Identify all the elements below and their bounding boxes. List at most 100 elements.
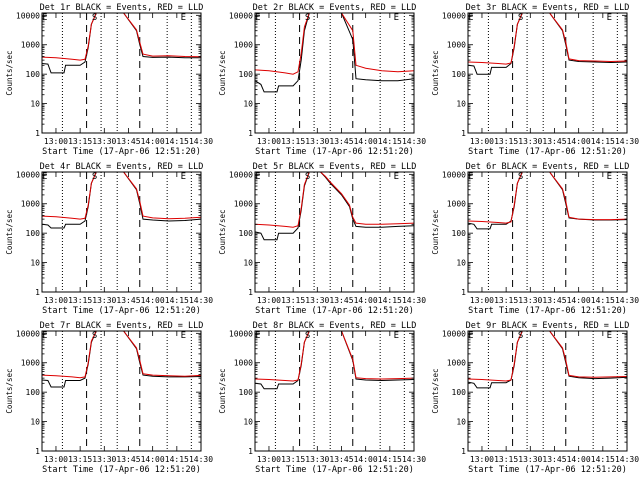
marker-label: S: [92, 13, 97, 23]
series-line-events: [42, 331, 201, 388]
marker-label: E: [181, 13, 186, 23]
y-axis-label: Counts/sec: [218, 209, 227, 254]
y-axis-label: Counts/sec: [5, 368, 14, 413]
series-line-lld: [255, 172, 414, 228]
x-tick-label: 13:15: [281, 455, 305, 464]
marker-label: S: [305, 331, 310, 341]
marker-label: E: [42, 331, 47, 341]
x-tick-label: 14:00: [567, 296, 591, 305]
series-line-lld: [468, 172, 627, 224]
x-tick-label: 14:00: [354, 455, 378, 464]
x-tick-label: 13:00: [44, 137, 68, 146]
panel-title-detector: Det 8r: [253, 321, 284, 331]
panel-title-legend: BLACK = Events, RED = LLD: [501, 3, 629, 13]
x-tick-label: 13:00: [257, 455, 281, 464]
x-axis-label: Start Time (17-Apr-06 12:51:20): [42, 306, 201, 316]
x-tick-label: 14:15: [591, 137, 615, 146]
x-tick-label: 13:30: [305, 455, 329, 464]
panel-det-1r: 1 10 100 1000 10000 13:00 13:15 13:30 13:45 14:00…: [5, 3, 213, 157]
marker-label: E: [394, 172, 399, 182]
x-axis-label: Start Time (17-Apr-06 12:51:20): [468, 306, 627, 316]
plot-frame: [41, 171, 202, 293]
y-tick-label: 100: [239, 229, 254, 238]
series-line-events: [42, 172, 201, 229]
panel-title: Det 5r BLACK = Events, RED = LLD: [253, 162, 417, 172]
x-tick-label: 14:00: [567, 455, 591, 464]
x-tick-label: 13:00: [470, 296, 494, 305]
y-tick-label: 10000: [16, 11, 40, 20]
y-tick-label: 1000: [447, 41, 466, 50]
y-tick-label: 10: [243, 259, 253, 268]
x-tick-label: 14:15: [591, 455, 615, 464]
panel-title-legend: BLACK = Events, RED = LLD: [288, 321, 416, 331]
panel-det-7r: 1 10 100 1000 10000 13:00 13:15 13:30 13:45 14:00…: [5, 321, 213, 475]
series-line-lld: [255, 331, 414, 382]
y-axis-label: Counts/sec: [218, 368, 227, 413]
y-axis-label: Counts/sec: [218, 50, 227, 95]
x-tick-label: 13:45: [542, 455, 566, 464]
y-tick-label: 100: [26, 388, 41, 397]
panel-det-4r: 1 10 100 1000 10000 13:00 13:15 13:30 13:45 14:00…: [5, 162, 213, 316]
plot-frame: [41, 330, 202, 452]
y-tick-label: 10000: [229, 11, 253, 20]
x-axis-label: Start Time (17-Apr-06 12:51:20): [42, 465, 201, 475]
y-tick-label: 1000: [234, 359, 253, 368]
marker-label: E: [607, 13, 612, 23]
x-tick-label: 13:00: [470, 455, 494, 464]
x-axis-label: Start Time (17-Apr-06 12:51:20): [468, 147, 627, 157]
panel-det-2r: 1 10 100 1000 10000 13:00 13:15 13:30 13:45 14:00…: [218, 3, 426, 157]
x-tick-label: 13:15: [68, 137, 92, 146]
x-tick-label: 14:00: [141, 137, 165, 146]
x-tick-label: 13:15: [68, 296, 92, 305]
x-axis-label: Start Time (17-Apr-06 12:51:20): [255, 306, 414, 316]
series-group: [42, 13, 201, 74]
x-tick-label: 14:30: [402, 455, 426, 464]
series-group: [255, 331, 414, 390]
series-line-events: [468, 13, 627, 75]
marker-label: E: [255, 13, 260, 23]
series-line-lld: [468, 331, 627, 382]
x-tick-label: 13:00: [44, 455, 68, 464]
y-tick-label: 100: [239, 70, 254, 79]
panel-title: Det 8r BLACK = Events, RED = LLD: [253, 321, 417, 331]
y-tick-label: 10000: [442, 170, 466, 179]
x-tick-label: 14:15: [165, 455, 189, 464]
series-group: [468, 331, 627, 389]
marker-label: E: [607, 331, 612, 341]
series-line-events: [468, 172, 627, 230]
x-tick-label: 13:15: [281, 296, 305, 305]
x-tick-label: 14:00: [354, 296, 378, 305]
panel-title-detector: Det 4r: [40, 162, 71, 172]
y-tick-label: 10000: [442, 329, 466, 338]
series-group: [255, 172, 414, 241]
y-tick-label: 100: [26, 70, 41, 79]
marker-label: E: [42, 13, 47, 23]
y-tick-label: 1: [248, 129, 253, 138]
y-tick-label: 100: [26, 229, 41, 238]
panel-title-legend: BLACK = Events, RED = LLD: [75, 3, 203, 13]
x-tick-label: 14:30: [189, 296, 213, 305]
series-group: [42, 331, 201, 388]
panel-title-detector: Det 3r: [466, 3, 497, 13]
marker-label: E: [607, 172, 612, 182]
series-group: [42, 172, 201, 229]
panel-det-8r: 1 10 100 1000 10000 13:00 13:15 13:30 13:45 14:00…: [218, 321, 426, 475]
y-tick-label: 10000: [229, 329, 253, 338]
panel-title-detector: Det 7r: [40, 321, 71, 331]
panel-title-detector: Det 5r: [253, 162, 284, 172]
y-tick-label: 10000: [442, 11, 466, 20]
marker-label: S: [305, 172, 310, 182]
series-line-lld: [468, 13, 627, 65]
panel-title-legend: BLACK = Events, RED = LLD: [288, 162, 416, 172]
series-line-events: [468, 331, 627, 389]
panel-title-detector: Det 1r: [40, 3, 71, 13]
x-tick-label: 14:15: [165, 137, 189, 146]
plot-frame: [41, 12, 202, 134]
y-tick-label: 1: [248, 447, 253, 456]
plot-frame: [254, 330, 415, 452]
panel-title-legend: BLACK = Events, RED = LLD: [75, 321, 203, 331]
marker-label: E: [394, 331, 399, 341]
y-tick-label: 10: [243, 418, 253, 427]
marker-label: E: [255, 331, 260, 341]
x-tick-label: 14:15: [378, 455, 402, 464]
